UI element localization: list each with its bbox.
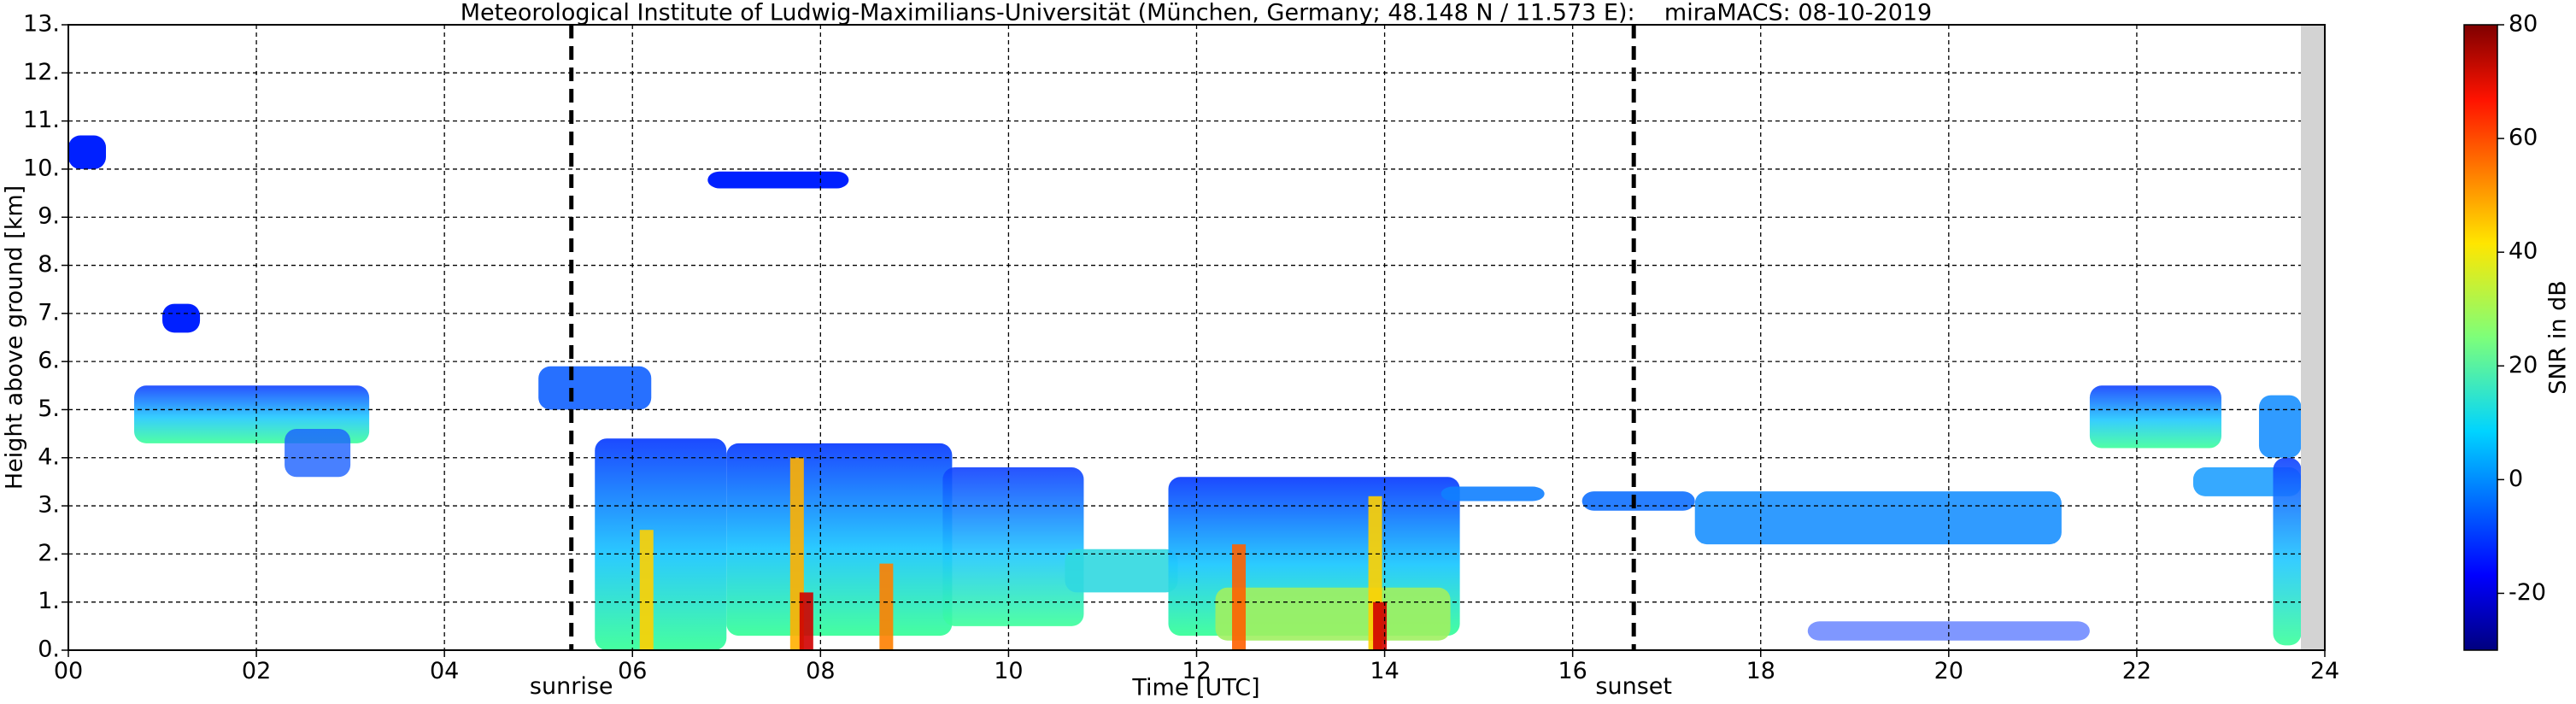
echo-region	[1065, 549, 1178, 593]
x-tick-label: 10	[994, 658, 1023, 684]
chart-title: Meteorological Institute of Ludwig-Maxim…	[461, 0, 1933, 26]
y-tick-label: 2.	[38, 540, 60, 566]
echo-region	[134, 385, 370, 443]
y-tick-label: 11.	[23, 107, 60, 133]
echo-core	[799, 592, 813, 650]
y-tick-label: 10.	[23, 155, 60, 181]
colorbar-tick-label: 80	[2509, 11, 2538, 38]
echo-region	[68, 135, 107, 169]
x-tick-label: 08	[806, 658, 835, 684]
y-tick-label: 13.	[23, 11, 60, 38]
x-tick-label: 20	[1934, 658, 1963, 684]
x-tick-label: 22	[2122, 658, 2151, 684]
echo-core	[639, 530, 654, 650]
echo-region	[285, 428, 351, 478]
echo-region	[1215, 587, 1451, 641]
echo-region	[538, 366, 652, 410]
colorbar-tick-label: 0	[2509, 466, 2523, 492]
y-tick-label: 0.	[38, 637, 60, 663]
echo-region	[2258, 395, 2302, 458]
echo-region	[595, 438, 727, 650]
echo-core	[879, 563, 894, 650]
echo-region	[162, 303, 201, 333]
colorbar-tick-label: 40	[2509, 238, 2538, 265]
colorbar	[2463, 24, 2498, 651]
colorbar-tick-label: 20	[2509, 352, 2538, 378]
x-axis-label: Time [UTC]	[1131, 675, 1259, 701]
echo-region	[1694, 491, 2062, 545]
x-tick-label: 18	[1746, 658, 1775, 684]
y-tick-label: 7.	[38, 299, 60, 326]
echo-region	[707, 171, 849, 189]
x-tick-label: 00	[54, 658, 83, 684]
echo-region	[1581, 491, 1695, 511]
echo-core	[1373, 601, 1388, 650]
x-tick-label: 06	[618, 658, 647, 684]
colorbar-tick-label: -20	[2509, 579, 2546, 606]
no-data-strip	[2301, 25, 2325, 650]
y-tick-label: 8.	[38, 251, 60, 278]
y-tick-label: 5.	[38, 396, 60, 422]
x-tick-label: 12	[1182, 658, 1211, 684]
annotation-label: sunrise	[530, 673, 613, 700]
colorbar-label: SNR in dB	[2545, 280, 2572, 395]
annotation-label: sunset	[1595, 673, 1672, 700]
grid	[67, 24, 2326, 651]
y-tick-label: 9.	[38, 203, 60, 230]
echo-region	[2273, 457, 2302, 646]
y-tick-label: 12.	[23, 59, 60, 85]
y-tick-label: 3.	[38, 492, 60, 519]
x-tick-label: 16	[1558, 658, 1587, 684]
y-tick-label: 6.	[38, 348, 60, 374]
radar-echoes	[68, 135, 2302, 650]
x-tick-label: 24	[2310, 658, 2339, 684]
y-tick-label: 4.	[38, 443, 60, 470]
echo-region	[1441, 486, 1545, 502]
echo-core	[1232, 544, 1247, 650]
echo-region	[1807, 621, 2090, 641]
x-tick-label: 02	[242, 658, 271, 684]
x-tick-label: 04	[430, 658, 459, 684]
x-tick-label: 14	[1370, 658, 1399, 684]
echo-region	[942, 467, 1084, 626]
colorbar-tick-label: 60	[2509, 125, 2538, 151]
echo-region	[726, 443, 953, 637]
y-axis-label: Height above ground [km]	[2, 185, 28, 490]
echo-region	[2089, 385, 2221, 449]
y-tick-label: 1.	[38, 588, 60, 614]
